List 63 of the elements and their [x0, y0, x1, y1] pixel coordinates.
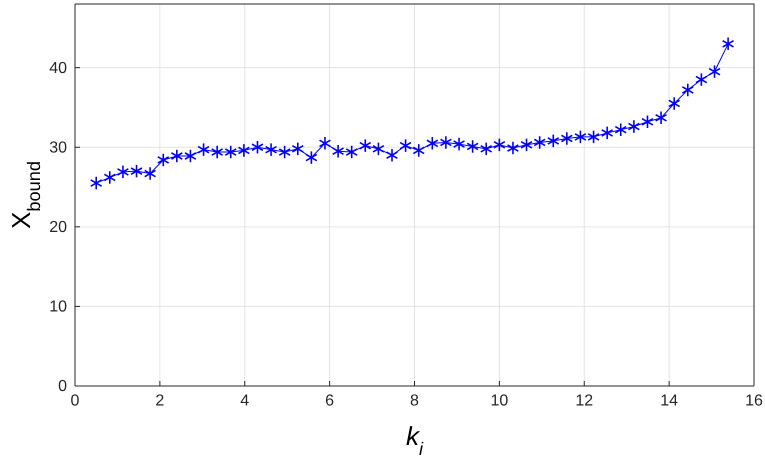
point: [386, 148, 398, 162]
point: [224, 144, 237, 160]
point: [345, 144, 358, 160]
point: [574, 130, 587, 144]
point: [452, 137, 466, 152]
point: [157, 152, 170, 168]
point: [695, 72, 708, 87]
x-tick-label: 16: [745, 392, 763, 410]
point: [560, 131, 574, 146]
point: [372, 142, 385, 156]
point: [184, 148, 197, 164]
x-tick-label: 14: [660, 392, 678, 410]
point: [116, 164, 130, 179]
point: [130, 164, 143, 178]
point: [292, 142, 304, 156]
point: [251, 140, 264, 154]
point: [668, 96, 680, 111]
point: [614, 122, 627, 137]
point: [466, 139, 479, 154]
x-tick-label: 4: [240, 392, 250, 410]
point: [197, 142, 210, 157]
y-tick-label: 40: [49, 60, 68, 77]
point: [480, 142, 492, 156]
point: [305, 150, 318, 165]
x-tick-label: 2: [155, 392, 164, 410]
point: [628, 120, 640, 134]
y-tick-label: 0: [58, 378, 68, 396]
point: [520, 138, 533, 152]
point: [399, 138, 412, 153]
x-tick-label: 0: [70, 392, 80, 410]
point: [332, 144, 344, 158]
point: [654, 110, 668, 125]
y-tick-label: 30: [49, 139, 68, 156]
point: [264, 142, 278, 157]
point: [210, 144, 224, 160]
point: [440, 135, 452, 150]
point: [144, 166, 156, 181]
y-tick-label: 20: [49, 218, 68, 236]
x-tick-label: 6: [325, 392, 334, 410]
x-tick-label: 8: [410, 392, 420, 410]
point: [238, 143, 250, 158]
x-axis-title: k$_{i}$: [406, 421, 424, 459]
point: [170, 148, 184, 164]
point: [493, 138, 506, 152]
point: [90, 176, 102, 190]
point: [318, 136, 332, 150]
point: [359, 138, 372, 153]
point: [412, 143, 425, 158]
point: [533, 135, 546, 150]
point: [547, 134, 560, 148]
point: [708, 64, 721, 79]
point: [722, 36, 734, 51]
x-tick-label: 10: [490, 392, 508, 410]
point: [278, 144, 291, 160]
y-tick-label: 10: [49, 298, 68, 316]
point: [682, 82, 694, 98]
point: [426, 136, 439, 150]
x-tick-label: 12: [575, 392, 594, 410]
point: [641, 114, 654, 129]
point: [600, 126, 614, 140]
point: [587, 130, 600, 144]
point: [506, 140, 520, 156]
point: [104, 170, 116, 185]
